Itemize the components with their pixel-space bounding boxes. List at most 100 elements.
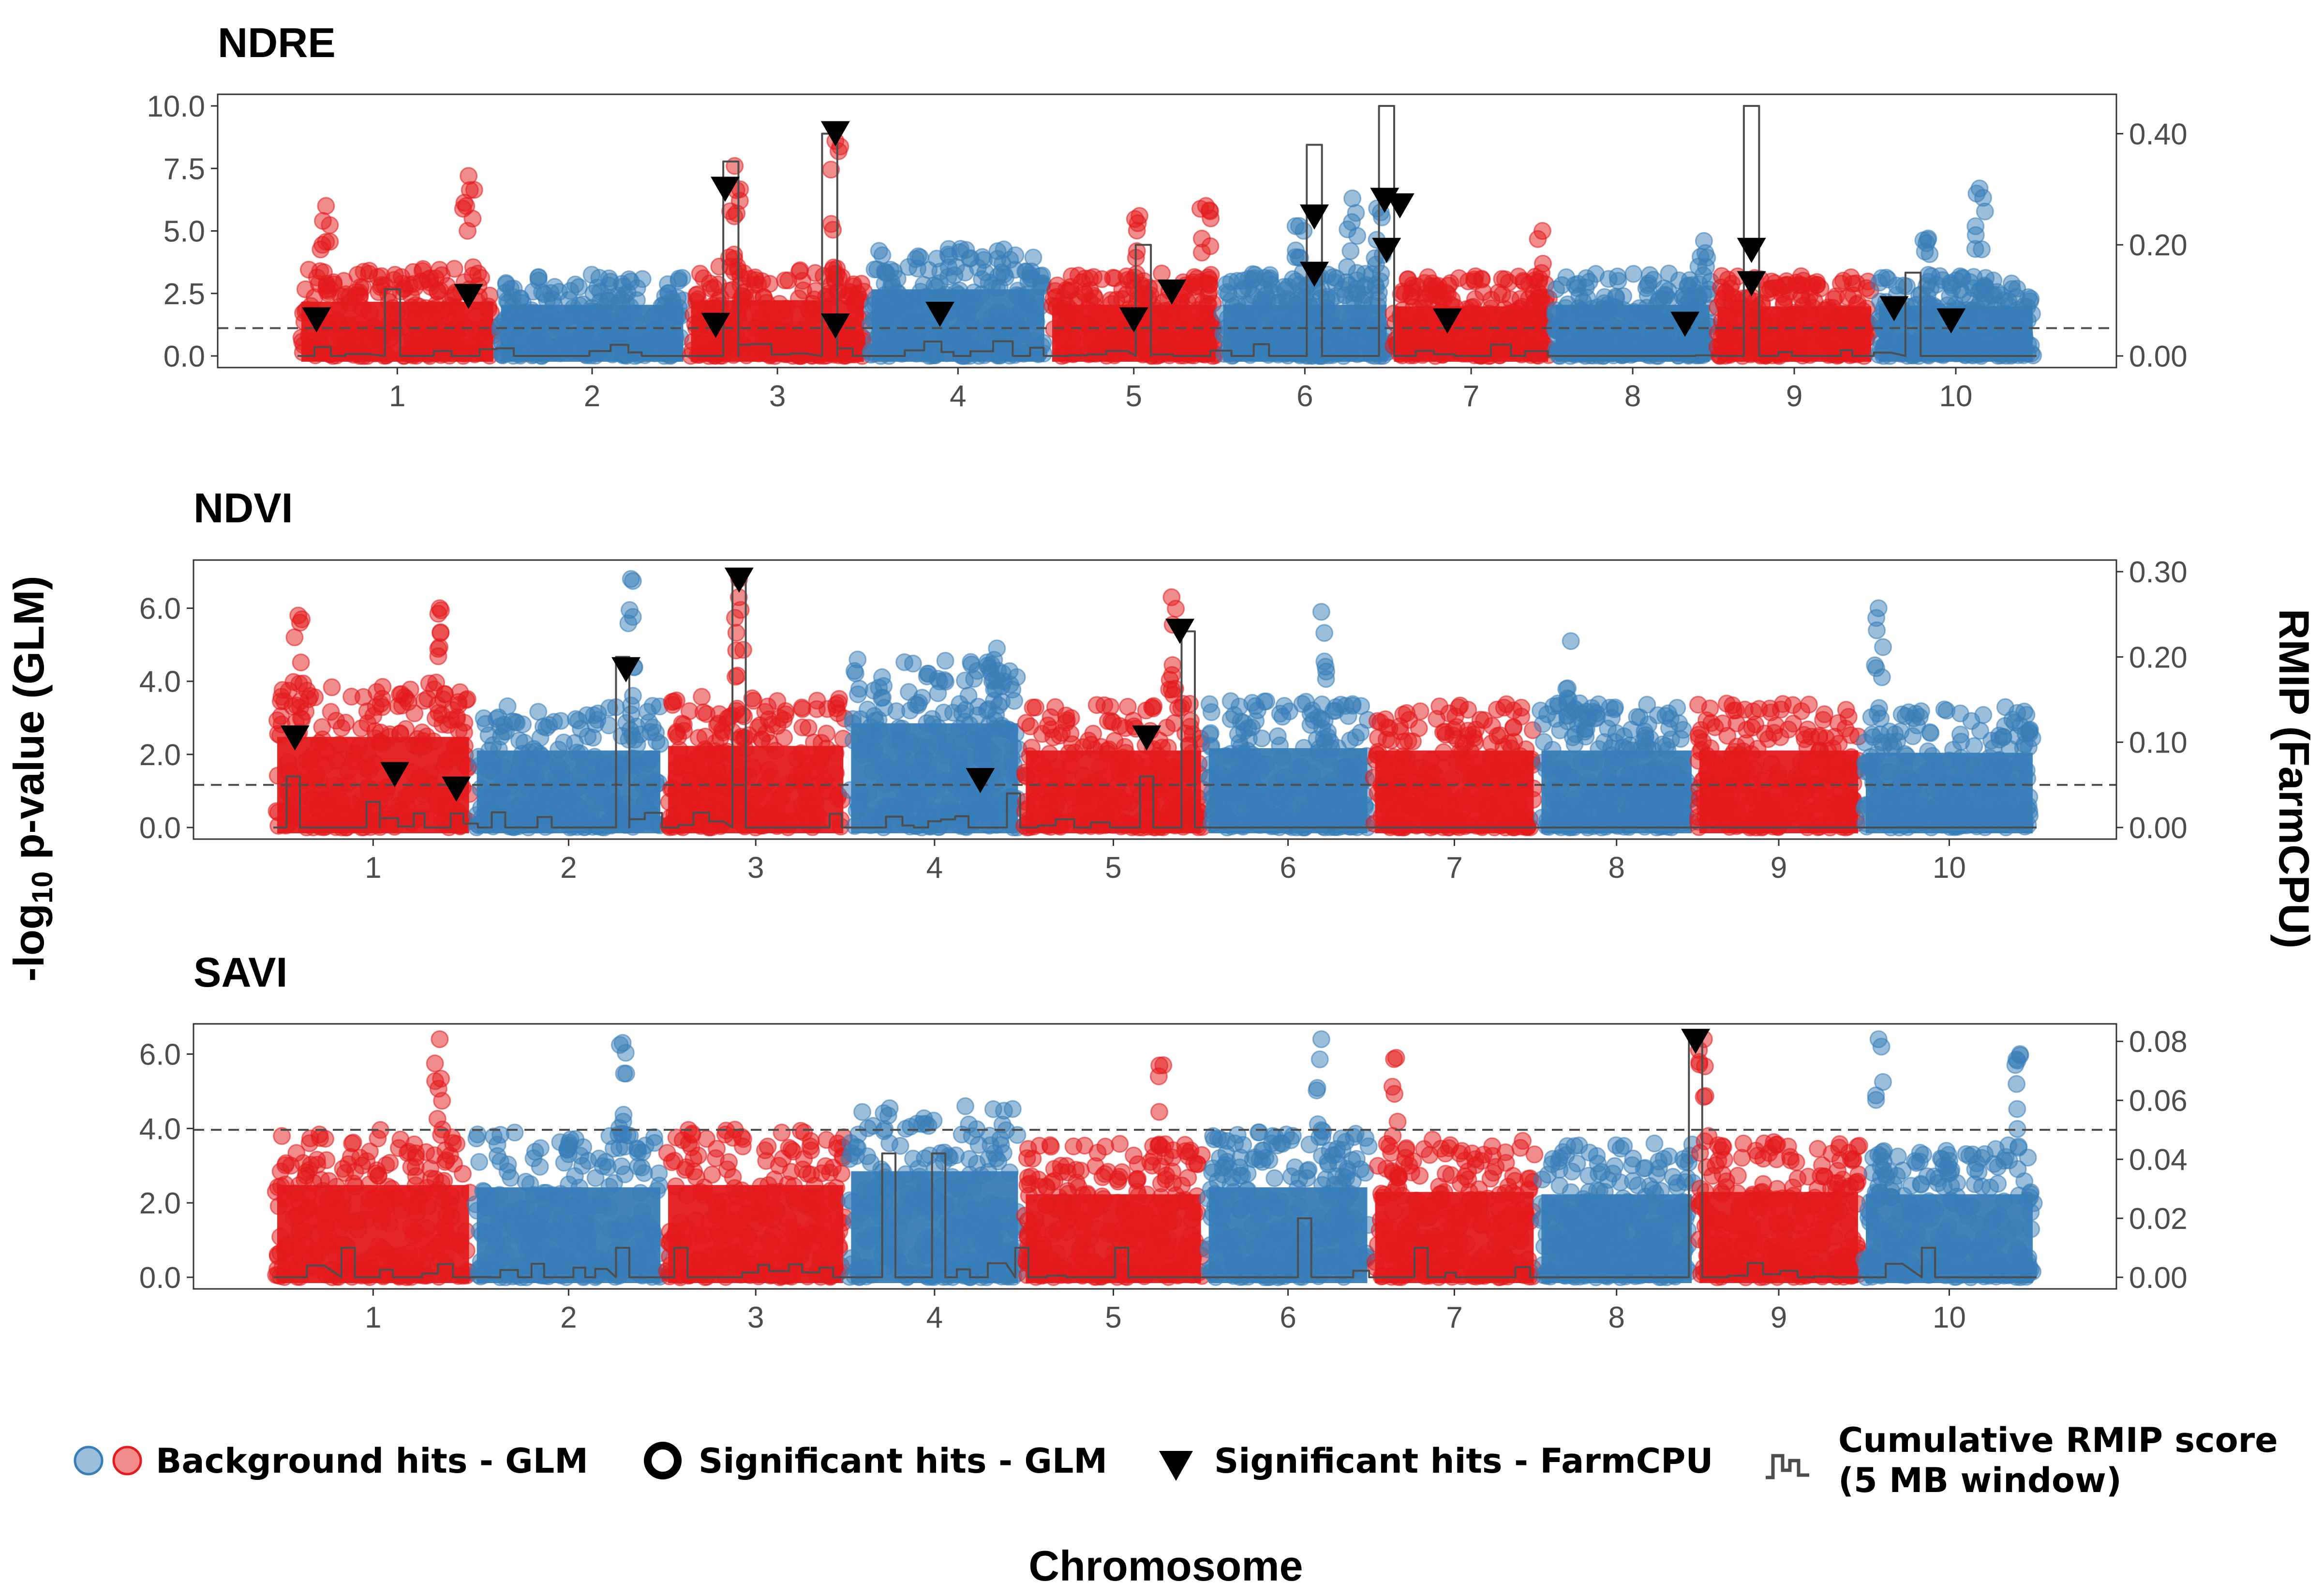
glm-point — [364, 707, 383, 725]
glm-point — [1619, 326, 1637, 345]
glm-point — [892, 770, 910, 788]
glm-point — [285, 628, 304, 647]
glm-peak-point — [1197, 197, 1215, 215]
glm-point — [1443, 290, 1461, 309]
glm-point — [1462, 304, 1480, 323]
glm-point — [1505, 303, 1523, 321]
glm-point — [826, 744, 845, 763]
glm-point — [1603, 709, 1621, 727]
glm-point — [734, 641, 752, 659]
farmcpu-hit — [1299, 204, 1329, 230]
glm-point — [938, 771, 956, 790]
glm-point — [429, 647, 447, 665]
glm-point — [736, 290, 755, 308]
glm-point — [1222, 273, 1240, 291]
glm-point — [1322, 305, 1340, 323]
glm-point — [378, 323, 396, 341]
glm-point — [1657, 326, 1675, 345]
panel-title: NDRE — [218, 20, 336, 66]
glm-point — [331, 779, 349, 797]
glm-point — [640, 713, 658, 732]
glm-point — [1794, 296, 1812, 315]
glm-point — [1232, 771, 1250, 789]
glm-point — [1658, 788, 1677, 807]
glm-point — [637, 812, 655, 830]
glm-point — [1290, 778, 1309, 796]
glm-point — [776, 271, 794, 290]
glm-point — [1093, 270, 1111, 288]
glm-point — [521, 765, 539, 783]
glm-point — [1939, 337, 1958, 355]
glm-point — [1069, 266, 1087, 285]
glm-point — [457, 197, 476, 215]
glm-peak-point — [1919, 229, 1937, 248]
glm-point — [584, 782, 603, 800]
glm-point — [929, 684, 947, 702]
y-tick-label-left: 2.5 — [164, 278, 205, 311]
glm-point — [526, 308, 544, 326]
glm-point — [793, 698, 811, 717]
glm-point — [671, 817, 690, 835]
glm-point — [1016, 766, 1035, 784]
glm-point — [321, 233, 339, 251]
glm-point — [1528, 346, 1546, 365]
glm-point — [1348, 264, 1366, 282]
glm-point — [1309, 803, 1326, 821]
glm-point — [1673, 340, 1692, 358]
glm-point — [1561, 812, 1579, 830]
glm-point — [824, 221, 842, 239]
x-tick-label: 5 — [1126, 380, 1142, 413]
glm-point — [1401, 320, 1419, 339]
glm-point — [1973, 240, 1991, 258]
farmcpu-hit — [1299, 262, 1329, 287]
glm-point — [1047, 298, 1066, 317]
glm-peak-point — [1695, 232, 1713, 250]
glm-point — [777, 299, 796, 318]
chromosome-4-points — [862, 240, 1053, 365]
glm-point — [1005, 340, 1023, 358]
glm-point — [793, 272, 812, 290]
glm-point — [1117, 267, 1136, 285]
glm-point — [316, 792, 334, 811]
farmcpu-hit — [925, 301, 954, 327]
glm-point — [1636, 792, 1654, 810]
glm-point — [545, 713, 563, 731]
glm-point — [1566, 276, 1584, 294]
glm-point — [427, 269, 445, 288]
glm-point — [1622, 346, 1640, 364]
glm-point — [1143, 698, 1161, 716]
glm-point — [1953, 269, 1972, 288]
glm-point — [720, 248, 738, 266]
glm-point — [1303, 765, 1321, 783]
glm-point — [1465, 270, 1483, 289]
glm-point — [1328, 786, 1347, 804]
glm-point — [1788, 276, 1806, 294]
glm-point — [579, 813, 597, 831]
glm-point — [735, 793, 754, 812]
glm-peak-point — [726, 157, 744, 175]
glm-point — [667, 691, 685, 709]
glm-point — [361, 331, 379, 350]
glm-point — [743, 689, 761, 708]
glm-point — [1108, 311, 1127, 329]
glm-point — [322, 703, 340, 721]
glm-point — [1918, 277, 1936, 295]
chromosome-9-points — [1708, 267, 1881, 365]
glm-point — [931, 263, 950, 281]
glm-point — [792, 744, 810, 762]
glm-point — [1095, 330, 1113, 348]
glm-point — [1247, 697, 1265, 715]
glm-point — [1322, 337, 1340, 355]
glm-point — [727, 667, 744, 686]
glm-point — [1183, 313, 1201, 332]
glm-point — [1395, 757, 1414, 776]
glm-point — [875, 677, 893, 695]
glm-point — [2003, 338, 2021, 356]
y-tick-label-left: 0.0 — [164, 340, 205, 373]
glm-point — [1954, 285, 1972, 304]
glm-point — [561, 282, 580, 300]
glm-point — [1422, 814, 1440, 833]
glm-point — [776, 702, 795, 720]
glm-point — [850, 680, 868, 698]
glm-point — [1388, 784, 1406, 803]
